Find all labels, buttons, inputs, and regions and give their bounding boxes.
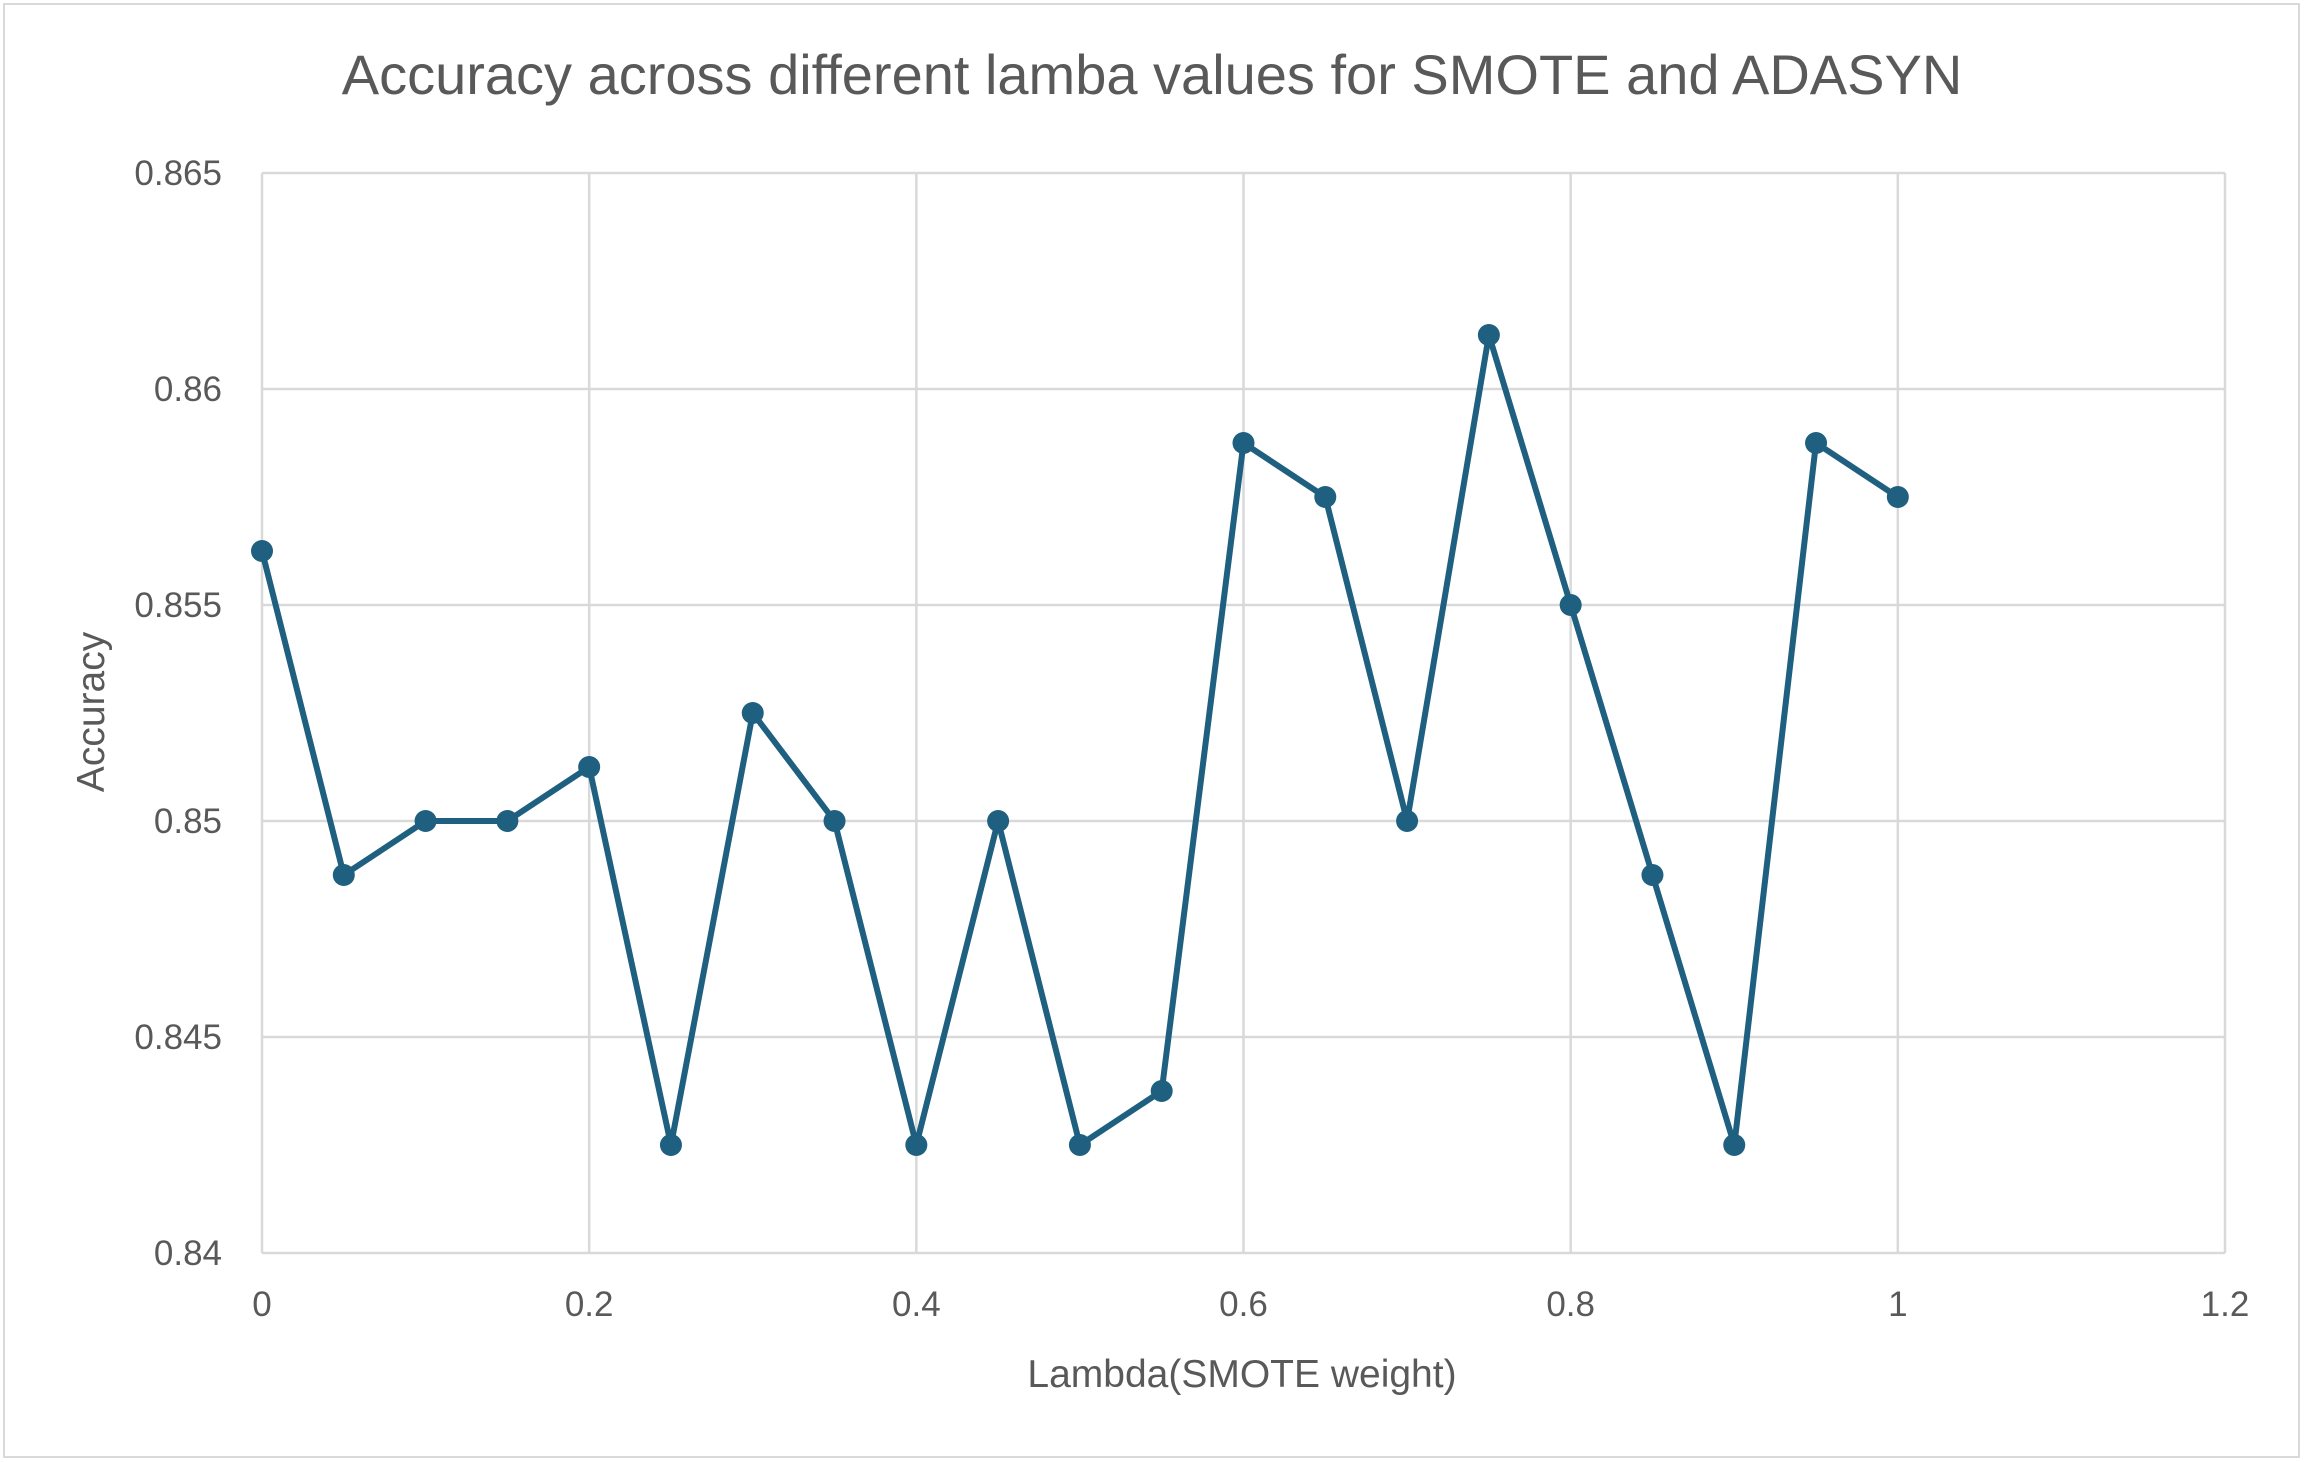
y-axis-tick-labels: 0.84 0.845 0.85 0.855 0.86 0.865	[134, 154, 222, 1273]
data-point	[1396, 810, 1419, 832]
y-tick-label: 0.85	[154, 802, 222, 841]
data-point	[496, 810, 519, 832]
x-tick-label: 0.2	[565, 1285, 614, 1324]
gridlines	[260, 171, 2227, 1255]
series-group	[251, 324, 1909, 1156]
y-axis-label: Accuracy	[70, 631, 113, 792]
data-point	[659, 1134, 682, 1156]
data-point	[1232, 432, 1255, 454]
data-point	[987, 810, 1010, 832]
data-point	[1886, 486, 1909, 508]
x-tick-label: 1.2	[2201, 1285, 2250, 1324]
y-tick-label: 0.855	[134, 586, 222, 625]
data-point	[1314, 486, 1337, 508]
data-point	[1641, 864, 1664, 886]
data-point	[741, 702, 764, 724]
data-point	[1477, 324, 1500, 346]
y-tick-label: 0.84	[154, 1234, 222, 1273]
x-axis-tick-labels: 0 0.2 0.4 0.6 0.8 1 1.2	[252, 1285, 2249, 1324]
data-point	[1805, 432, 1828, 454]
data-point	[578, 756, 601, 778]
chart-title: Accuracy across different lamba values f…	[342, 43, 1963, 106]
y-tick-label: 0.865	[134, 154, 222, 193]
data-point	[251, 540, 273, 562]
x-tick-label: 0.8	[1546, 1285, 1595, 1324]
chart-frame	[3, 3, 2300, 1458]
x-axis-label: Lambda(SMOTE weight)	[1027, 1353, 1456, 1396]
y-tick-label: 0.86	[154, 370, 222, 409]
x-tick-label: 0.6	[1219, 1285, 1268, 1324]
x-tick-label: 1	[1888, 1285, 1907, 1324]
data-point	[1559, 594, 1582, 616]
series-line	[259, 332, 1901, 1148]
y-tick-label: 0.845	[134, 1018, 222, 1057]
x-tick-label: 0	[252, 1285, 271, 1324]
data-point	[905, 1134, 928, 1156]
data-point	[332, 864, 355, 886]
data-point	[1068, 1134, 1091, 1156]
data-point	[1723, 1134, 1746, 1156]
data-point	[414, 810, 437, 832]
data-point	[823, 810, 846, 832]
x-tick-label: 0.4	[892, 1285, 941, 1324]
data-point	[1150, 1080, 1173, 1102]
